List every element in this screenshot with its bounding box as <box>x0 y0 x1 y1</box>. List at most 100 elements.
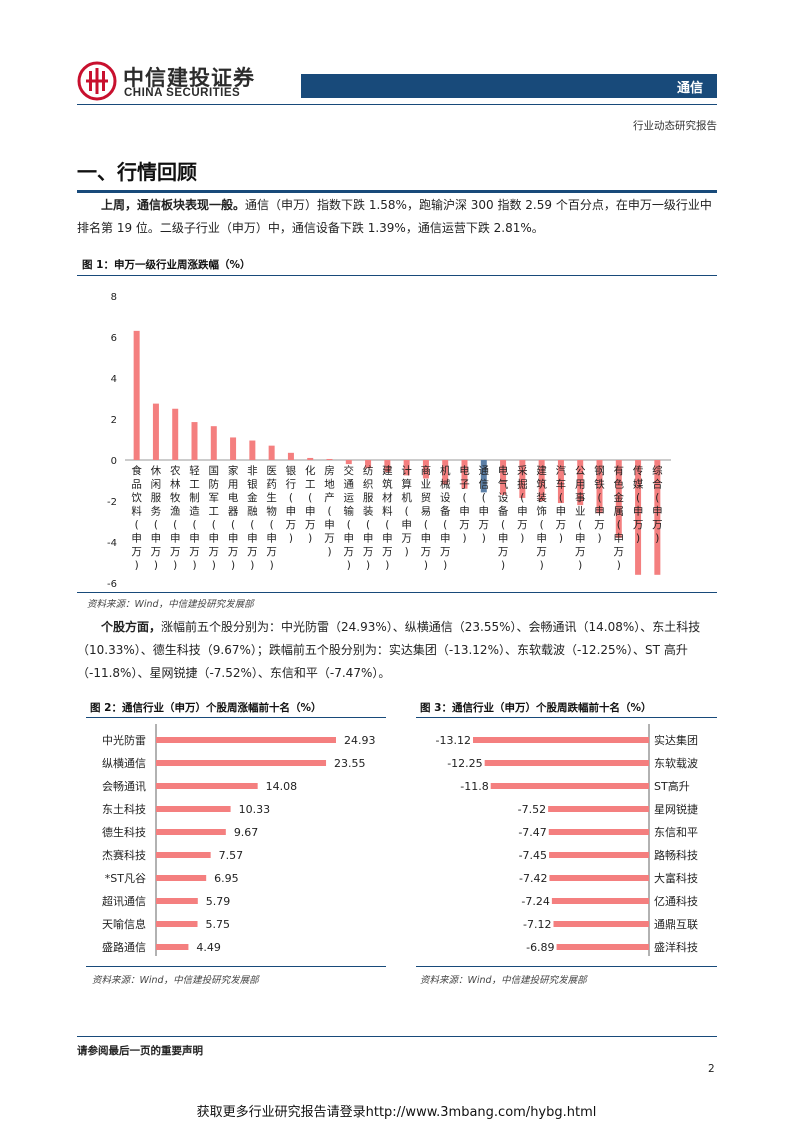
x-category-label: 有色金属(申万) <box>614 464 625 572</box>
paragraph-text: 涨幅前五个股分别为：中光防雷（24.93%）、纵横通信（23.55%）、会畅通讯… <box>77 620 701 680</box>
x-category-label: 机械设备(申万) <box>440 464 451 572</box>
section-title: 一、行情回顾 <box>77 160 197 184</box>
bar <box>156 783 258 789</box>
x-category-label: 综合(申万) <box>652 464 663 545</box>
bar <box>422 460 429 479</box>
y-tick-label: -6 <box>107 579 117 590</box>
bar <box>156 875 207 881</box>
figure-3-top-rule <box>416 717 717 718</box>
figure-1-source: 资料来源：Wind，中信建投研究发展部 <box>87 599 254 610</box>
bar <box>156 829 226 835</box>
stock-name-label: 路畅科技 <box>654 848 698 862</box>
bar <box>156 760 327 766</box>
bar <box>307 457 314 460</box>
x-category-label: 食品饮料(申万) <box>131 464 142 572</box>
figure-2-top-rule <box>86 717 386 718</box>
y-tick-label: -4 <box>107 538 117 549</box>
x-category-label: 钢铁(申万) <box>594 464 605 545</box>
stock-name-label: 纵横通信 <box>102 756 146 770</box>
bar-value-label: -7.42 <box>519 872 547 885</box>
bar <box>287 452 294 460</box>
bar <box>152 403 159 460</box>
x-category-label: 商业贸易(申万) <box>421 464 432 572</box>
brand-name-en: CHINA SECURITIES <box>124 87 241 99</box>
stock-name-label: 东软载波 <box>654 756 698 770</box>
figure-1-title: 图 1：申万一级行业周涨跌幅（%） <box>82 259 251 271</box>
bar <box>553 921 649 927</box>
bar <box>156 898 198 904</box>
x-category-label: 传媒(申万) <box>633 465 644 545</box>
bar-value-label: -7.47 <box>518 826 546 839</box>
figure-2-title: 图 2：通信行业（申万）个股周涨幅前十名（%） <box>90 702 322 714</box>
bar <box>480 460 487 493</box>
x-category-label: 公用事业(申万) <box>575 465 586 572</box>
stock-name-label: 德生科技 <box>102 825 146 839</box>
stock-name-label: 星网锐捷 <box>654 802 698 816</box>
bar <box>484 760 649 766</box>
disclaimer-notice: 请参阅最后一页的重要声明 <box>77 1045 203 1057</box>
x-category-label: 建筑装饰(申万) <box>536 464 547 572</box>
bar <box>490 783 649 789</box>
x-category-label: 汽车(申万) <box>556 464 567 545</box>
bar-value-label: 23.55 <box>334 757 366 770</box>
bar <box>156 806 231 812</box>
bar <box>549 852 649 858</box>
bar <box>230 437 237 460</box>
y-tick-label: 8 <box>111 292 117 303</box>
x-category-label: 国防军工(申万) <box>209 465 220 572</box>
bar <box>557 460 564 504</box>
x-category-label: 计算机(申万) <box>401 464 412 558</box>
header-bar: 通信 <box>301 74 717 98</box>
bar-value-label: -11.8 <box>460 780 488 793</box>
x-category-label: 农林牧渔(申万) <box>170 464 181 572</box>
bar <box>519 460 526 498</box>
top-gainers-chart: 中光防雷 24.93 纵横通信 23.55 会畅通讯 14.08 东土科技 10.33 德生科技… <box>102 724 376 956</box>
bar-value-label: -12.25 <box>447 757 482 770</box>
figure-3-source: 资料来源：Wind，中信建投研究发展部 <box>420 975 587 986</box>
paragraph-lead: 上周，通信板块表现一般。 <box>101 198 246 212</box>
bar <box>326 458 333 460</box>
y-tick-label: 2 <box>111 415 117 426</box>
bar <box>403 460 410 476</box>
bar-value-label: 5.75 <box>206 918 231 931</box>
stock-name-label: 杰赛科技 <box>102 848 146 862</box>
bar <box>156 737 336 743</box>
bar <box>551 898 649 904</box>
bar <box>191 422 198 460</box>
stock-name-label: 东土科技 <box>102 802 146 816</box>
bar <box>268 445 275 460</box>
stock-name-label: 盛路通信 <box>102 940 146 954</box>
stock-name-label: 实达集团 <box>654 733 698 747</box>
stock-review-paragraph: 个股方面，涨幅前五个股分别为：中光防雷（24.93%）、纵横通信（23.55%）… <box>77 616 717 685</box>
bar <box>635 460 642 575</box>
bar-value-label: 4.49 <box>196 941 221 954</box>
bar <box>384 460 391 473</box>
bar <box>596 460 603 514</box>
promo-link-text[interactable]: 获取更多行业研究报告请登录http://www.3mbang.com/hybg.… <box>196 1105 597 1120</box>
bar <box>442 460 449 485</box>
bar <box>500 460 507 495</box>
stock-name-label: 超讯通信 <box>102 894 146 908</box>
stock-name-label: 盛洋科技 <box>654 940 698 954</box>
bar <box>615 460 622 538</box>
bar <box>133 330 140 460</box>
bar-value-label: 10.33 <box>239 803 271 816</box>
y-tick-label: -2 <box>107 497 117 508</box>
stock-name-label: ST高升 <box>654 779 690 793</box>
bar <box>249 440 256 460</box>
bar <box>548 806 649 812</box>
x-category-label: 采掘(申万) <box>517 465 528 545</box>
bar <box>461 460 468 489</box>
bar-value-label: 24.93 <box>344 734 376 747</box>
paragraph-text: 通信（申万）指数下跌 1.58%，跑输沪深 300 指数 2.59 个百分点，在… <box>77 198 712 235</box>
figure-1-bottom-rule <box>77 592 717 593</box>
page-number: 2 <box>708 1063 715 1075</box>
stock-name-label: 天喻信息 <box>102 917 146 931</box>
x-category-label: 非银金融(申万) <box>247 465 258 572</box>
bar <box>548 829 649 835</box>
report-type: 行业动态研究报告 <box>633 120 717 132</box>
x-category-label: 电子(申万) <box>459 464 470 545</box>
figure-1-top-rule <box>77 275 717 276</box>
bar <box>556 944 649 950</box>
bar <box>156 944 189 950</box>
